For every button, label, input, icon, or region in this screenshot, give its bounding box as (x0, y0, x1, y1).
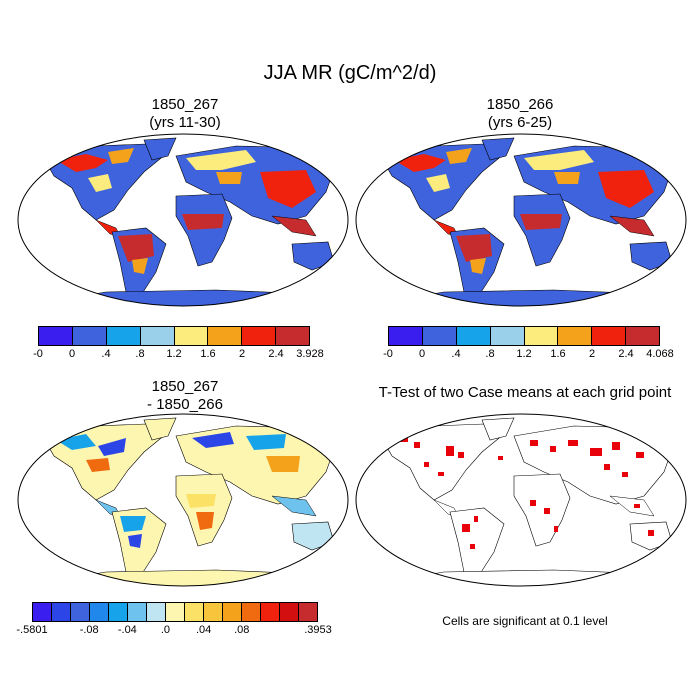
panel2-colorbar (388, 326, 660, 346)
colorbar-box (52, 603, 71, 621)
panel3-colorbar-labels: -.5801 -.08 -.04 .0 .04 .08 .3953 (16, 624, 331, 638)
colorbar-tick-label: 2 (588, 348, 596, 360)
colorbar-box (106, 327, 141, 345)
panel3-world-map (17, 413, 349, 587)
colorbar-tick-label: -0 (383, 348, 393, 360)
colorbar-tick-label: -.04 (117, 624, 137, 636)
colorbar-box (242, 603, 261, 621)
colorbar-box (389, 327, 423, 345)
colorbar-box (276, 327, 309, 345)
panel3-title-line1: 1850_267 (151, 378, 219, 395)
colorbar-box (90, 603, 109, 621)
panel3-title: 1850_267 - 1850_266 (20, 378, 350, 414)
colorbar-box (558, 327, 593, 345)
colorbar-box (174, 327, 209, 345)
colorbar-box (147, 603, 166, 621)
panel3-title-line2: - 1850_266 (147, 396, 223, 413)
panel1-title-line1: 1850_267 (151, 96, 219, 113)
colorbar-box (109, 603, 128, 621)
colorbar-tick-label: 1.2 (516, 348, 532, 360)
colorbar-box (33, 603, 52, 621)
colorbar-box (128, 603, 147, 621)
colorbar-tick-label: 3.928 (296, 348, 324, 360)
colorbar-tick-label: -.5801 (16, 624, 48, 636)
colorbar-box (626, 327, 659, 345)
panel2-title-line2: (yrs 6-25) (487, 114, 553, 131)
colorbar-box (71, 603, 90, 621)
panel2-world-map (355, 133, 687, 307)
colorbar-box (422, 327, 457, 345)
colorbar-tick-label: 1.6 (200, 348, 216, 360)
colorbar-box (72, 327, 107, 345)
panel1-colorbar (38, 326, 310, 346)
colorbar-box (280, 603, 299, 621)
colorbar-box (299, 603, 317, 621)
colorbar-tick-label: .8 (485, 348, 495, 360)
significance-cells (398, 438, 654, 549)
colorbar-tick-label: .0 (160, 624, 171, 636)
colorbar-box (39, 327, 73, 345)
colorbar-tick-label: 1.6 (550, 348, 566, 360)
colorbar-box (261, 603, 280, 621)
colorbar-tick-label: .3953 (304, 624, 332, 636)
colorbar-tick-label: .4 (451, 348, 461, 360)
panel2-title: 1850_266 (yrs 6-25) (350, 96, 690, 132)
colorbar-box (166, 603, 185, 621)
colorbar-tick-label: .04 (195, 624, 212, 636)
colorbar-tick-label: .08 (234, 624, 250, 636)
panel4-title: T-Test of two Case means at each grid po… (350, 384, 700, 402)
colorbar-tick-label: -.08 (79, 624, 99, 636)
panel1-world-map (17, 133, 349, 307)
panel4-world-map (355, 413, 687, 587)
colorbar-box (185, 603, 204, 621)
colorbar-tick-label: 0 (418, 348, 426, 360)
colorbar-tick-label: 2.4 (268, 348, 284, 360)
panel4-title-line1: T-Test of two Case means at each grid po… (378, 384, 672, 401)
colorbar-box (456, 327, 491, 345)
panel1-colorbar-labels: -0 0 .4 .8 1.2 1.6 2 2.4 3.928 (33, 348, 324, 362)
colorbar-box (490, 327, 525, 345)
colorbar-box (208, 327, 243, 345)
panel4-significance-note: Cells are significant at 0.1 level (442, 614, 608, 628)
colorbar-box (524, 327, 559, 345)
panel3-colorbar (32, 602, 318, 622)
panel1-title-line2: (yrs 11-30) (149, 114, 221, 131)
panel2-title-line1: 1850_266 (486, 96, 554, 113)
panel1-title: 1850_267 (yrs 11-30) (20, 96, 350, 132)
colorbar-box (592, 327, 627, 345)
colorbar-tick-label: 2 (238, 348, 246, 360)
colorbar-tick-label: 1.2 (166, 348, 182, 360)
colorbar-box (140, 327, 175, 345)
colorbar-box (242, 327, 277, 345)
panel2-colorbar-labels: -0 0 .4 .8 1.2 1.6 2 2.4 4.068 (383, 348, 674, 362)
colorbar-tick-label: 2.4 (618, 348, 634, 360)
figure-title: JJA MR (gC/m^2/d) (263, 62, 437, 84)
colorbar-tick-label: .8 (135, 348, 145, 360)
colorbar-box (204, 603, 223, 621)
colorbar-tick-label: .4 (101, 348, 111, 360)
colorbar-tick-label: 0 (68, 348, 76, 360)
colorbar-box (223, 603, 242, 621)
colorbar-tick-label: 4.068 (646, 348, 674, 360)
colorbar-tick-label: -0 (33, 348, 43, 360)
